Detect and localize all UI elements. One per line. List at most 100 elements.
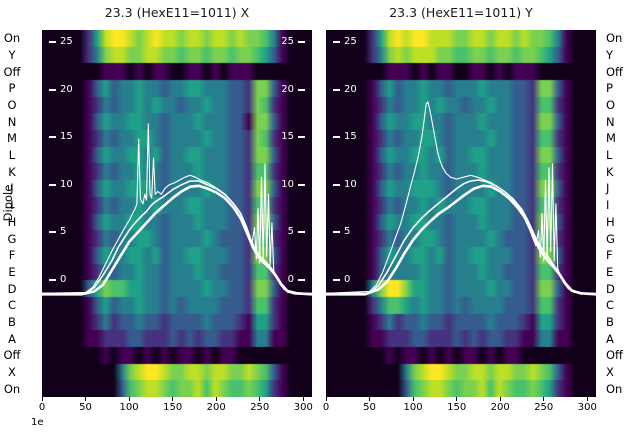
x-tick-label: 0 (322, 402, 330, 413)
overlay-line-mid (326, 179, 596, 296)
y-tick-label: 0 (49, 274, 66, 286)
row-label: C (7, 298, 17, 313)
row-label: L (8, 148, 16, 163)
y-tick-label: 20 (49, 84, 73, 96)
row-label: J (606, 181, 610, 196)
y-tick-value: 20 (60, 83, 73, 95)
y-tick-label: 10 (49, 179, 73, 191)
row-label: E (8, 264, 16, 279)
line-overlay-x (42, 123, 312, 296)
row-label: D (606, 281, 615, 296)
y-tick-value: 0 (287, 274, 294, 285)
row-label: Off (3, 348, 21, 363)
y-tick-label: 20 (260, 84, 305, 96)
row-label: On (3, 31, 21, 46)
x-tick-mark (586, 397, 588, 401)
row-label: X (606, 364, 614, 379)
y-tick-mark (333, 231, 340, 234)
x-tick-mark (369, 397, 371, 401)
row-label: G (606, 231, 615, 246)
x-tick-mark (215, 397, 217, 401)
x-tick-label: 0 (38, 402, 46, 413)
overlay-line-main-thick (326, 184, 596, 296)
y-tick-value: 25 (344, 36, 357, 47)
x-tick-mark (302, 397, 304, 401)
row-label: I (10, 198, 14, 213)
x-tick-label: 150 (447, 402, 467, 413)
y-tick-label: 20 (333, 84, 357, 96)
row-label: Off (606, 348, 623, 363)
plot-title-y: 23.3 (HexE11=1011) Y (389, 5, 533, 20)
y-tick-value: 0 (60, 274, 67, 285)
row-label: F (606, 248, 613, 263)
x-tick-mark (412, 397, 414, 401)
x-tick-mark (325, 397, 327, 401)
x-tick-mark (456, 397, 458, 401)
y-tick-label: 10 (260, 179, 305, 191)
overlay-line-spiky-thin (326, 101, 596, 294)
y-tick-value: 10 (344, 178, 357, 190)
y-tick-value: 15 (344, 131, 357, 143)
y-tick-value: 20 (281, 83, 294, 95)
row-label: Off (3, 64, 21, 79)
row-label: M (606, 131, 616, 146)
x-tick-label: 50 (363, 402, 376, 413)
x-tick-label: 50 (79, 402, 92, 413)
y-tick-mark (49, 183, 56, 186)
x-tick-label: 300 (293, 402, 313, 413)
row-label: A (8, 331, 16, 346)
overlay-line-main-thick (42, 184, 312, 296)
row-label: J (10, 181, 14, 196)
y-tick-mark (333, 41, 340, 43)
row-label: N (606, 114, 615, 129)
y-tick-value: 15 (281, 131, 294, 143)
overlay-line-spiky-thin (42, 123, 312, 294)
x-tick-label: 100 (403, 402, 423, 413)
y-tick-label: 15 (333, 131, 357, 143)
row-label: N (7, 114, 17, 129)
row-label: O (7, 98, 17, 113)
y-tick-value: 10 (60, 178, 73, 190)
row-label: P (8, 81, 16, 96)
y-tick-mark (298, 183, 305, 186)
row-label: A (606, 331, 614, 346)
y-tick-mark (298, 136, 305, 139)
row-label: K (606, 164, 614, 179)
y-tick-value: 5 (60, 226, 67, 238)
y-tick-value: 5 (344, 226, 351, 238)
x-tick-label: 300 (577, 402, 597, 413)
row-label: Off (606, 64, 623, 79)
y-tick-label: 5 (260, 226, 305, 238)
y-tick-label: 25 (260, 36, 305, 48)
x-tick-mark (128, 397, 130, 401)
y-tick-mark (333, 183, 340, 186)
y-tick-label: 0 (260, 274, 305, 286)
y-tick-value: 25 (281, 36, 294, 47)
plot-title-x: 23.3 (HexE11=1011) X (104, 5, 250, 20)
row-label: G (7, 231, 17, 246)
overlay-line-mid (42, 180, 312, 296)
y-tick-value: 5 (287, 226, 294, 238)
axis-offset-text: 1e (31, 417, 44, 428)
y-tick-mark (298, 231, 305, 234)
row-label: H (606, 214, 615, 229)
x-tick-mark (543, 397, 545, 401)
heatmap-x (42, 30, 312, 397)
y-tick-mark (49, 136, 56, 139)
y-tick-mark (298, 279, 305, 281)
x-tick-label: 250 (250, 402, 270, 413)
x-tick-mark (85, 397, 87, 401)
y-tick-mark (49, 41, 56, 43)
y-tick-mark (298, 41, 305, 43)
row-label: B (8, 314, 16, 329)
x-tick-mark (499, 397, 501, 401)
y-tick-label: 5 (49, 226, 66, 238)
y-tick-label: 25 (49, 36, 73, 48)
row-label: On (3, 381, 21, 396)
y-tick-mark (298, 88, 305, 91)
row-label: B (606, 314, 614, 329)
y-tick-value: 25 (60, 36, 73, 47)
x-tick-mark (259, 397, 261, 401)
y-tick-mark (333, 279, 340, 281)
